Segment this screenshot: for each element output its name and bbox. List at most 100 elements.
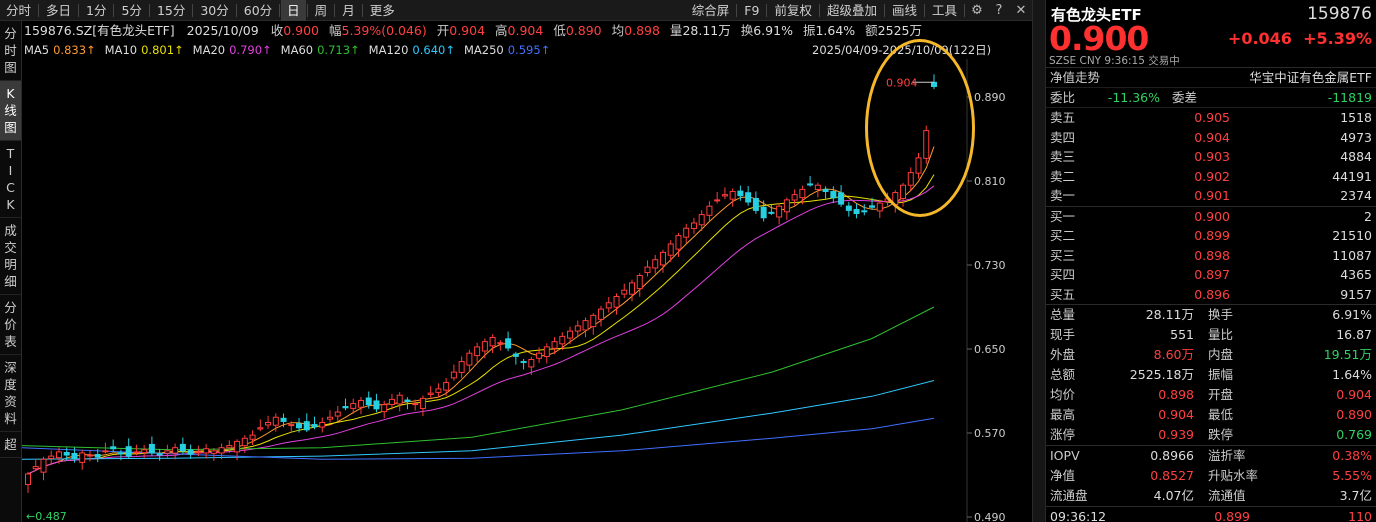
candle-body <box>396 394 403 405</box>
ma-line-2 <box>27 185 935 475</box>
stat-value: 16.87 <box>1336 327 1372 342</box>
period-tab-0[interactable]: 分时 <box>6 2 32 18</box>
ma-line-1 <box>27 174 935 475</box>
close-icon[interactable]: ✕ <box>1015 2 1027 18</box>
candle-body <box>79 452 86 463</box>
tool-button-2[interactable]: 前复权 <box>774 2 812 18</box>
period-tab-2[interactable]: 1分 <box>86 2 107 18</box>
ma-value-0: 0.833↑ <box>53 43 96 57</box>
candle-body <box>272 416 279 426</box>
tool-button-4[interactable]: 画线 <box>891 2 917 18</box>
stat-row: 最高 0.904 最低 0.890 <box>1046 405 1376 425</box>
weibi-row: 委比 -11.36% 委差 -11819 <box>1046 88 1376 108</box>
view-tab-2[interactable]: T I C K <box>0 141 21 218</box>
stat-label: 溢折率 <box>1208 448 1246 463</box>
high-value: 0.904 <box>507 23 544 38</box>
kline-chart[interactable]: 0.890 0.810 0.730 0.650 0.570 0.490 0.904 ←0.48… <box>21 39 1032 522</box>
candle-body <box>582 320 589 331</box>
view-tab-4[interactable]: 分 价 表 <box>0 295 21 355</box>
tool-button-3[interactable]: 超级叠加 <box>826 2 877 18</box>
candle-body <box>381 404 388 413</box>
ma-name-3: MA60 <box>280 43 314 57</box>
bids-level-4[interactable]: 买五 0.896 9157 <box>1046 285 1376 305</box>
bids-level-2[interactable]: 买三 0.898 11087 <box>1046 246 1376 266</box>
period-tab-1[interactable]: 多日 <box>46 2 72 18</box>
candle-body <box>458 361 465 373</box>
stat-label: 最高 <box>1050 407 1076 422</box>
view-tab-5[interactable]: 深 度 资 料 <box>0 355 21 432</box>
period-tab-5[interactable]: 30分 <box>200 2 229 18</box>
period-tab-6[interactable]: 60分 <box>243 2 273 18</box>
candle-body <box>466 352 473 366</box>
asks-level-2[interactable]: 卖三 0.903 4884 <box>1046 147 1376 167</box>
view-tab-0[interactable]: 分 时 图 <box>0 21 21 81</box>
candle-body <box>148 443 155 454</box>
stat-label: 外盘 <box>1050 347 1076 362</box>
period-tab-9[interactable]: 月 <box>342 2 355 18</box>
level-label: 买一 <box>1050 208 1076 224</box>
candle-body <box>659 251 666 266</box>
ma-value-2: 0.790↑ <box>229 43 272 57</box>
nav-row[interactable]: 净值走势 华宝中证有色金属ETF <box>1046 68 1376 88</box>
y-tick-label: 0.890 <box>974 91 1006 104</box>
view-tab-3[interactable]: 成 交 明 细 <box>0 218 21 295</box>
asks-level-1[interactable]: 卖四 0.904 4973 <box>1046 128 1376 148</box>
period-tab-3[interactable]: 5分 <box>121 2 142 18</box>
level-label: 卖一 <box>1050 188 1076 203</box>
tool-button-5[interactable]: 工具 <box>931 2 957 18</box>
quote-info-bar: 159876.SZ[有色龙头ETF] 2025/10/09 收0.900 幅5.… <box>24 23 922 38</box>
level-price: 0.902 <box>1194 168 1230 184</box>
candle-body <box>210 450 217 454</box>
avg-value: 0.898 <box>624 23 660 38</box>
asks-level-3[interactable]: 卖二 0.902 44191 <box>1046 167 1376 187</box>
stat-label: 总额 <box>1050 367 1076 382</box>
period-tab-10[interactable]: 更多 <box>369 2 395 18</box>
panel-divider[interactable] <box>1032 0 1046 522</box>
quote-date: 2025/10/09 <box>186 23 259 38</box>
candle-body <box>71 452 78 459</box>
bids-level-3[interactable]: 买四 0.897 4365 <box>1046 265 1376 285</box>
bids-level-1[interactable]: 买二 0.899 21510 <box>1046 226 1376 246</box>
etf-stats-table: IOPV 0.8966 溢折率 0.38% 净值 0.8527 升贴水率 5.55% 流通盘 4.… <box>1046 446 1376 507</box>
stat-label: 流通值 <box>1208 488 1246 503</box>
candle-body <box>869 205 876 208</box>
stat-row: 外盘 8.60万 内盘 19.51万 <box>1046 345 1376 365</box>
period-tab-4[interactable]: 15分 <box>156 2 186 18</box>
candle-body <box>319 422 326 428</box>
candle-body <box>543 346 550 357</box>
candle-body <box>621 289 628 295</box>
candle-body <box>675 235 682 250</box>
candle-body <box>357 399 364 408</box>
bids-level-0[interactable]: 买一 0.900 2 <box>1046 207 1376 227</box>
asks-level-0[interactable]: 卖五 0.905 1518 <box>1046 108 1376 128</box>
level-price: 0.905 <box>1194 110 1230 125</box>
stat-value: 28.11万 <box>1145 307 1194 322</box>
help-icon[interactable]: ? <box>995 2 1003 18</box>
tool-button-1[interactable]: F9 <box>744 2 760 18</box>
stat-label: 量比 <box>1208 327 1234 342</box>
open-value: 0.904 <box>449 23 486 38</box>
view-tab-1[interactable]: K 线 图 <box>0 81 21 141</box>
asks-level-4[interactable]: 卖一 0.901 2374 <box>1046 186 1376 206</box>
period-tab-8[interactable]: 周 <box>314 2 328 18</box>
stat-value: 0.904 <box>1336 387 1372 402</box>
candle-body <box>94 454 101 458</box>
candle-body <box>814 184 821 190</box>
close-value: 0.900 <box>283 23 319 38</box>
gear-icon[interactable]: ⚙ <box>971 2 983 18</box>
ma-name-5: MA250 <box>463 43 504 57</box>
candle-body <box>567 330 574 339</box>
candle-body <box>690 222 697 229</box>
candle-body <box>714 199 721 202</box>
stat-value: 0.904 <box>1158 407 1194 422</box>
stat-value: 551 <box>1170 327 1194 342</box>
candle-body <box>164 450 171 454</box>
candle-body <box>203 448 210 454</box>
amount-value: 2525万 <box>877 23 922 38</box>
candle-body <box>876 202 883 212</box>
level-volume: 44191 <box>1332 168 1372 184</box>
period-tab-7[interactable]: 日 <box>281 0 306 21</box>
tool-button-0[interactable]: 综合屏 <box>691 2 730 18</box>
stat-label: 总量 <box>1050 307 1076 322</box>
view-tab-6[interactable]: 超 <box>0 432 21 458</box>
